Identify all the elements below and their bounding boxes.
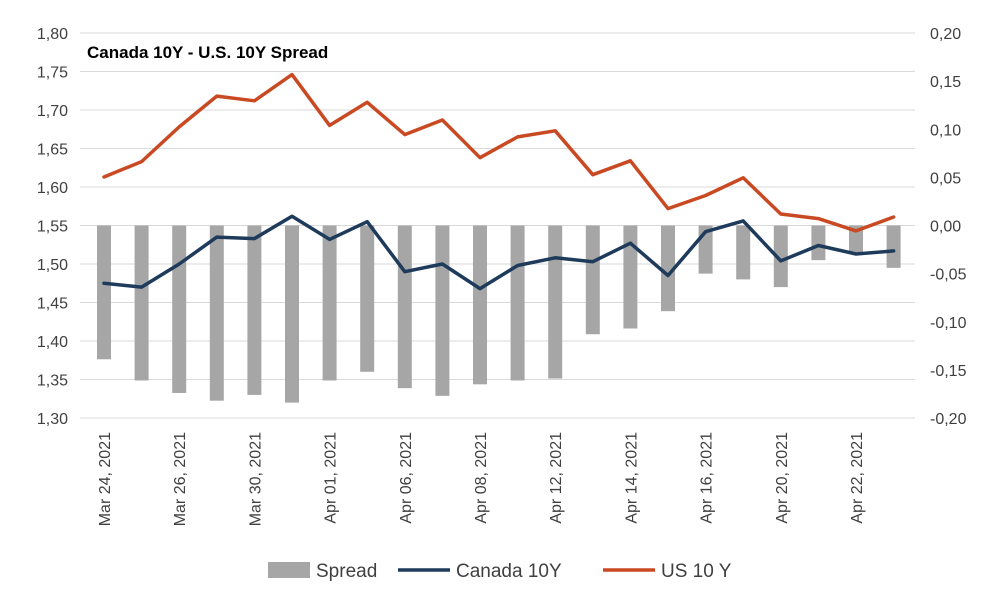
x-tick-label: Apr 06, 2021 (398, 432, 415, 524)
x-tick-label: Apr 14, 2021 (623, 432, 640, 524)
x-tick-label: Apr 01, 2021 (323, 432, 340, 524)
spread-bar (886, 225, 901, 268)
x-tick-label: Apr 22, 2021 (849, 432, 866, 524)
left-tick-label: 1,70 (37, 103, 68, 120)
canada-10y-line (102, 214, 896, 291)
series-lines (102, 72, 896, 291)
spread-bar (285, 225, 299, 403)
left-tick-label: 1,35 (37, 373, 68, 390)
spread-bar (585, 225, 600, 335)
spread-bar (510, 225, 525, 381)
x-tick-label: Apr 08, 2021 (473, 432, 490, 524)
x-tick-label: Apr 12, 2021 (548, 432, 565, 524)
legend-label: US 10 Y (661, 561, 732, 582)
spread-bar (548, 225, 563, 379)
spread-bar (247, 225, 262, 395)
legend: Spread Canada 10Y US 10 Y (268, 561, 732, 582)
x-tick-label: Apr 16, 2021 (699, 432, 716, 524)
spread-bar (473, 225, 487, 385)
x-axis-ticks: Mar 24, 2021 Mar 26, 2021 Mar 30, 2021 Apr … (97, 432, 866, 526)
right-tick-label: 0,05 (930, 170, 961, 187)
spread-bar (849, 225, 863, 253)
right-tick-label: -0,20 (930, 411, 967, 428)
spread-bar (209, 225, 224, 401)
left-tick-label: 1,80 (37, 26, 68, 43)
left-tick-label: 1,55 (37, 219, 68, 236)
x-tick-label: Mar 24, 2021 (97, 432, 114, 526)
right-tick-label: -0,05 (930, 267, 967, 284)
right-tick-label: 0,15 (930, 74, 961, 91)
x-tick-label: Mar 30, 2021 (247, 432, 264, 526)
spread-bar (360, 225, 375, 372)
spread-bar (811, 225, 826, 261)
left-tick-label: 1,60 (37, 180, 68, 197)
spread-bar (397, 225, 412, 389)
left-tick-label: 1,30 (37, 411, 68, 428)
spread-bar (773, 225, 788, 288)
left-tick-label: 1,40 (37, 334, 68, 351)
spread-bar (322, 225, 337, 381)
right-tick-label: 0,10 (930, 122, 961, 139)
left-tick-label: 1,65 (37, 142, 68, 159)
spread-bar (736, 225, 751, 280)
left-tick-label: 1,45 (37, 296, 68, 313)
right-axis-ticks: -0,20 -0,15 -0,10 -0,05 0,00 0,05 0,10 0,15 0,20 (930, 26, 967, 428)
spread-bar (172, 225, 187, 393)
spread-bar (97, 225, 111, 360)
right-tick-label: -0,10 (930, 315, 967, 332)
spread-bar (435, 225, 450, 396)
legend-label: Canada 10Y (456, 561, 562, 582)
right-tick-label: 0,20 (930, 26, 961, 43)
right-tick-label: -0,15 (930, 363, 967, 380)
spread-bars (97, 225, 901, 403)
left-tick-label: 1,75 (37, 65, 68, 82)
right-tick-label: 0,00 (930, 219, 961, 236)
spread-bar (661, 225, 675, 312)
legend-label: Spread (316, 561, 377, 582)
us-10-y-line (102, 72, 896, 233)
spread-bar (623, 225, 638, 329)
left-axis-ticks: 1,30 1,35 1,40 1,45 1,50 1,55 1,60 1,65 1,70 1,75… (37, 26, 68, 428)
chart-title: Canada 10Y - U.S. 10Y Spread (87, 43, 328, 62)
spread-bar (134, 225, 149, 381)
x-tick-label: Apr 20, 2021 (774, 432, 791, 524)
left-tick-label: 1,50 (37, 257, 68, 274)
legend-swatch-spread (268, 562, 310, 578)
x-tick-label: Mar 26, 2021 (172, 432, 189, 526)
